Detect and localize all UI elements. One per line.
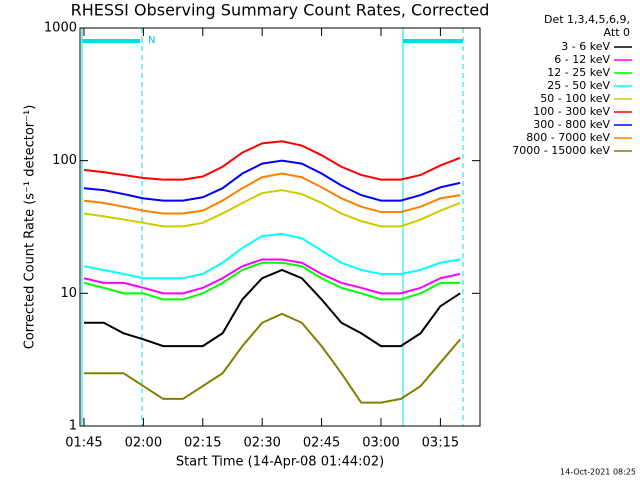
y-tick-label: 100 <box>52 153 77 168</box>
legend-label: 50 - 100 keV <box>540 92 610 105</box>
legend-label: 3 - 6 keV <box>561 40 610 53</box>
x-tick-label: 02:00 <box>125 436 162 451</box>
legend-label: 100 - 300 keV <box>533 105 610 118</box>
legend-label: 6 - 12 keV <box>554 53 610 66</box>
plot-frame <box>79 27 481 427</box>
series-line <box>83 261 461 301</box>
legend-label: 300 - 800 keV <box>533 118 610 131</box>
x-tick-label: 01:45 <box>65 436 102 451</box>
series-line <box>83 258 461 295</box>
series-line <box>83 189 461 228</box>
chart-title: RHESSI Observing Summary Count Rates, Co… <box>71 1 490 20</box>
x-tick-label: 02:15 <box>184 436 221 451</box>
x-tick-label: 02:45 <box>303 436 340 451</box>
x-tick-label: 02:30 <box>243 436 280 451</box>
series-line <box>83 312 461 404</box>
legend-label: 12 - 25 keV <box>547 66 610 79</box>
y-tick-label: 10 <box>60 286 77 301</box>
x-axis-label: Start Time (14-Apr-08 01:44:02) <box>176 455 384 470</box>
x-tick-label: 03:15 <box>422 436 459 451</box>
y-axis-label: Corrected Count Rate (s⁻¹ detector⁻¹) <box>23 105 38 350</box>
legend-label: 800 - 7000 keV <box>526 131 610 144</box>
x-tick-label: 03:00 <box>362 436 399 451</box>
legend-title: Det 1,3,4,5,6,9, <box>544 13 630 26</box>
series-line <box>83 232 461 280</box>
series-line <box>83 140 461 181</box>
legend-title: Att 0 <box>604 26 630 39</box>
y-tick-label: 1 <box>69 419 77 434</box>
timestamp: 14-Oct-2021 08:25 <box>560 468 636 477</box>
legend-label: 7000 - 15000 keV <box>512 144 610 157</box>
annotation: N <box>148 35 155 46</box>
legend-label: 25 - 50 keV <box>547 79 610 92</box>
series-line <box>83 159 461 202</box>
series-line <box>83 172 461 215</box>
y-tick-label: 1000 <box>44 21 77 36</box>
series-line <box>83 268 461 348</box>
